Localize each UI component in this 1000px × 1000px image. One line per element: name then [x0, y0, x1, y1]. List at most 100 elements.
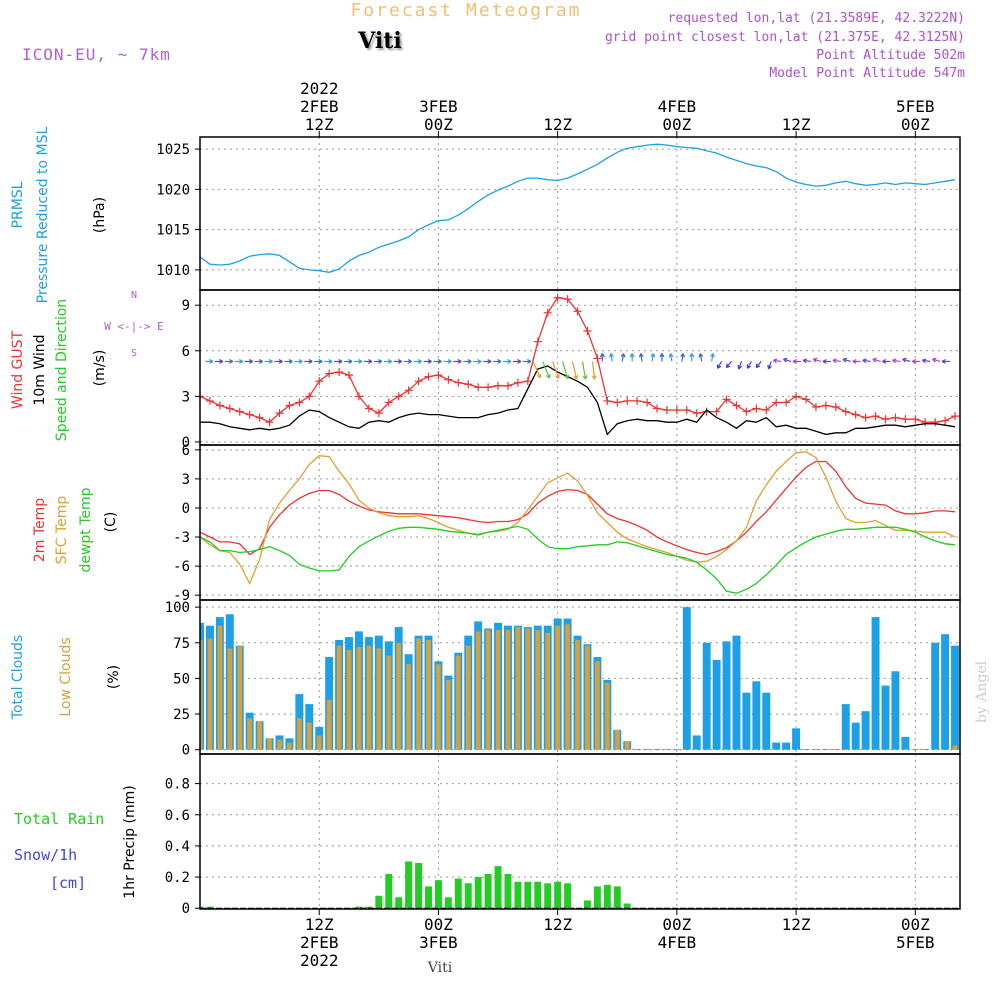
gust-point	[295, 398, 304, 407]
panel-precipitation: 0 0.2 0.4 0.6 0.8	[165, 753, 961, 917]
y-tick-label: 0	[182, 435, 190, 451]
gust-point	[742, 407, 751, 416]
y-tick-label: 0.4	[165, 839, 190, 855]
gust-point	[941, 416, 950, 425]
wind-direction-arrow	[314, 358, 323, 364]
time-label-top: 2FEB	[300, 97, 339, 116]
gust-point	[414, 377, 423, 386]
compass-n: N	[131, 290, 137, 301]
time-label-bottom: 5FEB	[896, 933, 935, 952]
gust-point	[851, 410, 860, 419]
temp-panel-labels: 2m Temp SFC Temp dewpt Temp (C)	[32, 487, 119, 572]
y-tick-label: 1015	[156, 223, 190, 239]
wind-direction-arrow	[852, 358, 861, 364]
time-label-bottom: 2FEB	[300, 933, 339, 952]
bar-total-clouds	[931, 642, 940, 750]
bar-low-clouds	[287, 742, 292, 750]
gust-point	[275, 409, 284, 418]
gust-point	[404, 386, 413, 395]
bar-total-clouds	[682, 607, 691, 750]
y-tick-label: 1025	[156, 142, 190, 158]
bar-low-clouds	[267, 738, 272, 750]
wind-direction-arrow	[542, 361, 551, 379]
wind-direction-arrow	[725, 361, 732, 369]
bar-rain	[375, 895, 383, 909]
model-label: ICON-EU, ~ 7km	[22, 45, 171, 64]
time-label-top: 00Z	[662, 115, 691, 134]
wind-direction-arrow	[522, 358, 532, 364]
gust-point	[484, 383, 493, 392]
gust-point	[921, 418, 930, 427]
gust-point	[841, 407, 850, 416]
bar-low-clouds	[565, 624, 570, 750]
gust-point	[374, 409, 383, 418]
gust-point	[732, 401, 741, 410]
bar-low-clouds	[406, 664, 412, 750]
wind-direction-arrow	[274, 358, 283, 364]
bar-total-clouds	[891, 671, 900, 750]
gust-point	[205, 396, 214, 405]
time-label-top: 3FEB	[419, 97, 458, 116]
wind-direction-arrow	[581, 361, 588, 380]
bar-low-clouds	[356, 647, 362, 750]
bar-low-clouds	[316, 735, 322, 750]
y-tick-label: 100	[165, 600, 190, 616]
wind-direction-arrow	[716, 361, 723, 369]
wind-direction-arrow	[463, 358, 472, 364]
gust-point	[543, 308, 552, 317]
signature: by Angel	[974, 660, 990, 723]
wind-direction-arrow	[659, 353, 665, 362]
bar-total-clouds	[911, 749, 920, 750]
gust-point	[255, 413, 264, 422]
wind-direction-arrow	[921, 358, 931, 364]
wind-direction-arrow	[767, 361, 772, 370]
clouds-unit: (%)	[106, 665, 122, 689]
time-label-bottom: 4FEB	[658, 933, 697, 952]
bar-low-clouds	[445, 679, 451, 750]
bar-total-clouds	[841, 704, 850, 750]
time-label-top: 12Z	[782, 115, 811, 134]
time-label-bottom: 12Z	[543, 915, 572, 934]
series-line-2m-temp	[200, 460, 956, 556]
bar-low-clouds	[575, 639, 580, 750]
wind-direction-arrow	[204, 358, 214, 364]
gust-point	[722, 395, 731, 404]
y-tick-label: 0	[182, 501, 190, 517]
y-tick-label: 6	[182, 344, 190, 360]
gust-point	[533, 337, 542, 346]
bar-rain	[504, 873, 512, 909]
bar-total-clouds	[662, 749, 671, 750]
clouds-label-total: Total Clouds	[10, 635, 26, 720]
time-label-bottom: 00Z	[662, 915, 691, 934]
panel-wind: 0 3 6 9	[182, 289, 961, 451]
gust-point	[762, 406, 771, 415]
y-tick-label: 0	[182, 901, 190, 917]
gust-point	[652, 404, 661, 413]
time-label-bottom: 12Z	[782, 915, 811, 934]
bar-low-clouds	[237, 645, 243, 750]
gust-point	[384, 398, 393, 407]
gust-point	[901, 415, 910, 424]
precip-label-rain: Total Rain	[14, 810, 104, 828]
bar-total-clouds	[762, 692, 771, 750]
bar-rain	[544, 883, 552, 909]
wind-direction-arrow	[755, 361, 762, 369]
time-label-bottom: 00Z	[901, 915, 930, 934]
bar-rain	[464, 883, 472, 909]
gust-point	[474, 383, 483, 392]
wind-panel-labels: Wind GUST 10m Wind Speed and Direction (…	[10, 290, 164, 441]
bar-low-clouds	[376, 648, 382, 750]
wind-direction-arrow	[591, 361, 597, 380]
wind-direction-arrow	[882, 358, 891, 364]
panel-frame	[199, 289, 961, 446]
bar-rain	[206, 906, 214, 909]
series-line-sfc-temp	[200, 451, 956, 586]
series-line-prmsl	[200, 143, 956, 273]
bar-total-clouds	[653, 749, 661, 750]
bar-rain	[425, 886, 432, 909]
wind-direction-arrow	[941, 358, 951, 364]
series-line-10m-wind	[200, 365, 956, 436]
wind-direction-arrow	[911, 358, 921, 364]
bar-total-clouds	[792, 728, 801, 750]
bar-rain	[395, 897, 403, 909]
